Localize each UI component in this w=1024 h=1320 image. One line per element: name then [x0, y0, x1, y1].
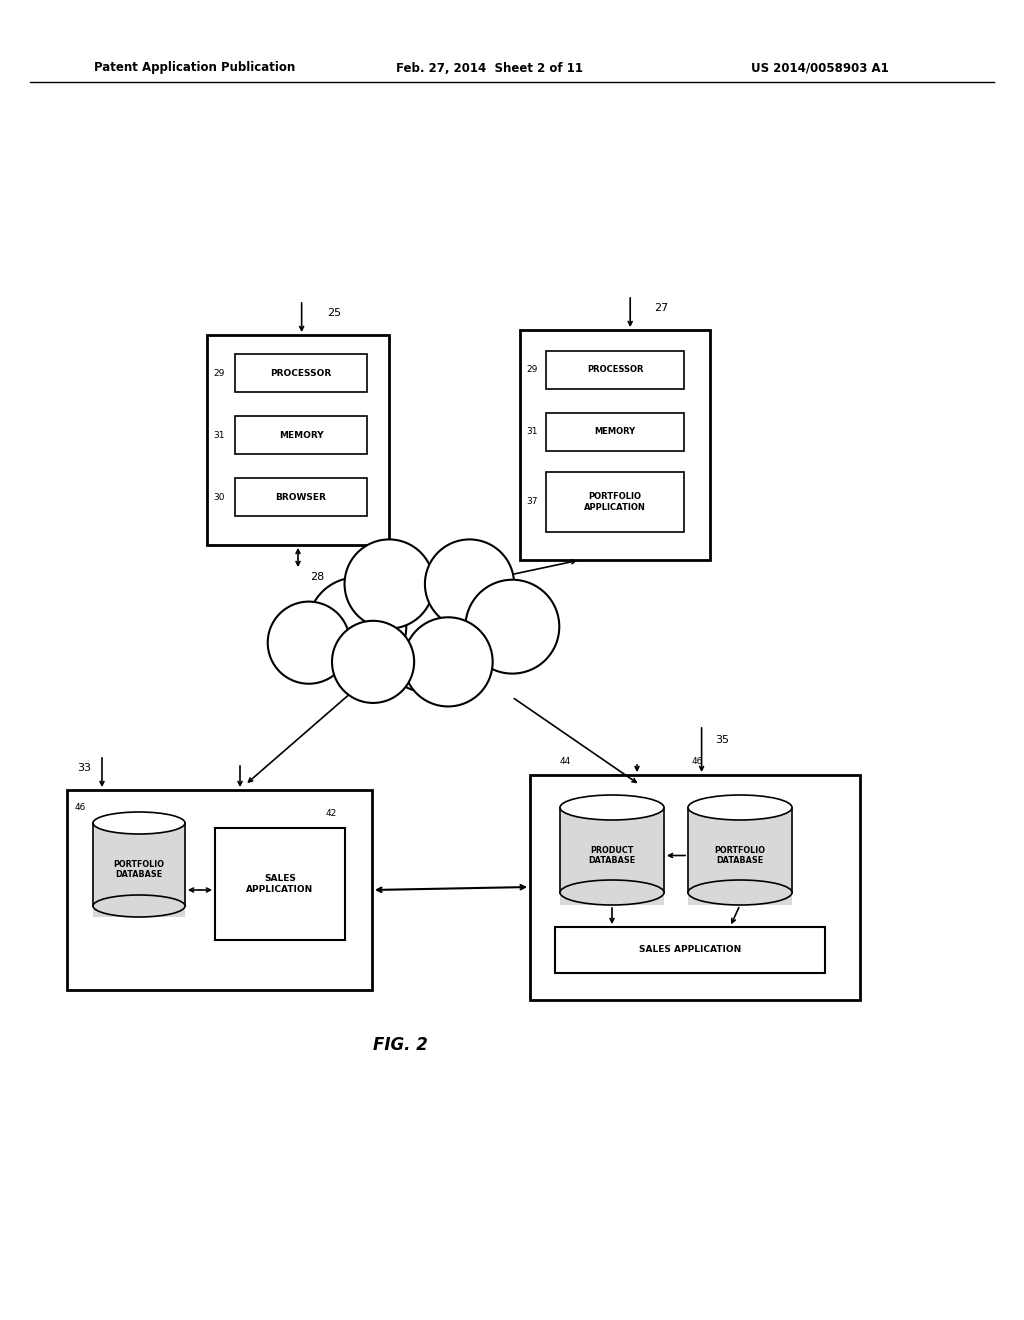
Bar — [215, 828, 345, 940]
Text: 25: 25 — [327, 308, 341, 318]
Bar — [94, 822, 184, 906]
Circle shape — [344, 540, 434, 628]
Text: 44: 44 — [560, 756, 571, 766]
Bar — [546, 351, 684, 389]
Text: PROCESSOR: PROCESSOR — [587, 366, 643, 375]
Text: 31: 31 — [213, 430, 225, 440]
Circle shape — [332, 620, 414, 704]
Bar — [688, 820, 792, 906]
Bar — [93, 834, 185, 917]
Ellipse shape — [93, 812, 185, 834]
Ellipse shape — [688, 795, 792, 820]
Text: Patent Application Publication: Patent Application Publication — [94, 62, 296, 74]
Circle shape — [267, 602, 350, 684]
Bar — [530, 775, 860, 1001]
Text: PORTFOLIO
APPLICATION: PORTFOLIO APPLICATION — [584, 492, 646, 512]
Circle shape — [425, 540, 514, 628]
Bar — [207, 335, 389, 545]
Text: PROCESSOR: PROCESSOR — [270, 368, 332, 378]
Bar — [234, 416, 367, 454]
Ellipse shape — [93, 895, 185, 917]
Bar — [555, 927, 825, 973]
Text: FIG. 2: FIG. 2 — [373, 1036, 427, 1053]
Text: 46: 46 — [692, 756, 703, 766]
Text: MEMORY: MEMORY — [279, 430, 324, 440]
Circle shape — [308, 577, 407, 676]
Text: PRODUCT
DATABASE: PRODUCT DATABASE — [589, 846, 636, 865]
Circle shape — [371, 572, 493, 693]
Text: 30: 30 — [213, 492, 225, 502]
Text: 29: 29 — [526, 366, 538, 375]
Text: 31: 31 — [526, 428, 538, 437]
Text: BROWSER: BROWSER — [275, 492, 327, 502]
Text: 29: 29 — [214, 368, 225, 378]
Ellipse shape — [560, 880, 664, 906]
Bar — [546, 473, 684, 532]
Bar — [234, 354, 367, 392]
Text: US 2014/0058903 A1: US 2014/0058903 A1 — [752, 62, 889, 74]
Text: 27: 27 — [654, 304, 669, 313]
Bar — [546, 413, 684, 451]
Bar — [67, 789, 372, 990]
Bar — [560, 820, 664, 906]
Text: Feb. 27, 2014  Sheet 2 of 11: Feb. 27, 2014 Sheet 2 of 11 — [396, 62, 584, 74]
Circle shape — [403, 618, 493, 706]
Text: SALES
APPLICATION: SALES APPLICATION — [247, 874, 313, 894]
Bar — [520, 330, 710, 560]
Ellipse shape — [688, 880, 792, 906]
Text: 28: 28 — [310, 572, 325, 582]
Text: MEMORY: MEMORY — [595, 428, 636, 437]
Text: 46: 46 — [75, 804, 86, 813]
Text: PORTFOLIO
DATABASE: PORTFOLIO DATABASE — [715, 846, 766, 865]
Text: 42: 42 — [326, 809, 337, 818]
Text: 33: 33 — [77, 763, 91, 774]
Text: SALES APPLICATION: SALES APPLICATION — [639, 945, 741, 954]
Bar — [561, 808, 663, 892]
Bar — [234, 478, 367, 516]
Text: 35: 35 — [715, 735, 729, 744]
Text: PORTFOLIO
DATABASE: PORTFOLIO DATABASE — [114, 861, 165, 879]
Bar — [689, 808, 791, 892]
Ellipse shape — [560, 795, 664, 820]
Circle shape — [466, 579, 559, 673]
Text: 37: 37 — [526, 498, 538, 507]
